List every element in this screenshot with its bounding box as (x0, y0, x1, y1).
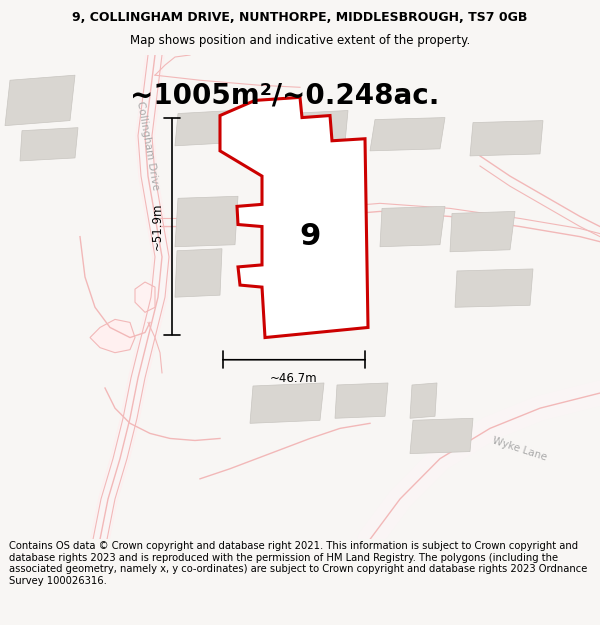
Polygon shape (410, 418, 473, 454)
Polygon shape (175, 196, 238, 247)
Polygon shape (135, 282, 155, 312)
Polygon shape (20, 127, 78, 161)
Polygon shape (175, 111, 233, 146)
Polygon shape (450, 211, 515, 252)
Text: ~1005m²/~0.248ac.: ~1005m²/~0.248ac. (130, 81, 439, 109)
Text: 9: 9 (299, 222, 320, 251)
Text: ~46.7m: ~46.7m (270, 372, 318, 385)
Polygon shape (175, 249, 222, 297)
Text: 9, COLLINGHAM DRIVE, NUNTHORPE, MIDDLESBROUGH, TS7 0GB: 9, COLLINGHAM DRIVE, NUNTHORPE, MIDDLESB… (73, 11, 527, 24)
Polygon shape (5, 75, 75, 126)
Polygon shape (455, 269, 533, 308)
Text: Wyke Lane: Wyke Lane (491, 435, 548, 462)
Polygon shape (90, 319, 135, 352)
Polygon shape (370, 118, 445, 151)
Text: Map shows position and indicative extent of the property.: Map shows position and indicative extent… (130, 34, 470, 47)
Text: Collingham Drive: Collingham Drive (135, 101, 161, 191)
Polygon shape (335, 383, 388, 418)
Polygon shape (410, 383, 437, 418)
Polygon shape (470, 121, 543, 156)
Text: ~51.9m: ~51.9m (151, 202, 164, 250)
Polygon shape (250, 383, 324, 423)
Polygon shape (220, 98, 368, 338)
Text: Contains OS data © Crown copyright and database right 2021. This information is : Contains OS data © Crown copyright and d… (9, 541, 587, 586)
Polygon shape (380, 206, 445, 247)
Polygon shape (285, 111, 348, 146)
